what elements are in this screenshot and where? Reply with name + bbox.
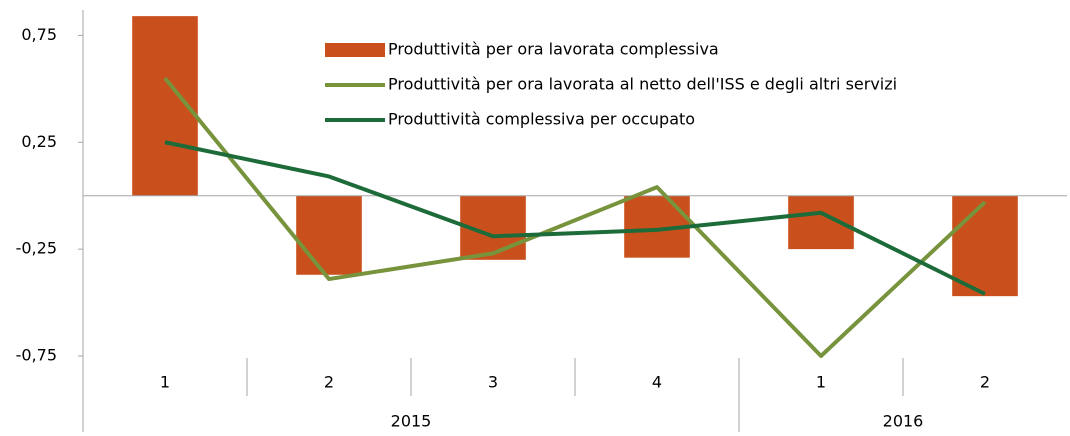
x-tick-label: 1 bbox=[160, 373, 170, 392]
y-tick-label: -0,25 bbox=[16, 239, 57, 258]
line bbox=[164, 140, 986, 296]
x-tick-label: 2 bbox=[324, 373, 334, 392]
x-tick-label: 4 bbox=[652, 373, 662, 392]
group-label: 2016 bbox=[883, 412, 924, 431]
x-tick-label: 1 bbox=[816, 373, 826, 392]
y-tick-label: 0,25 bbox=[21, 132, 57, 151]
bar bbox=[952, 195, 1018, 297]
legend-label: Produttività per ora lavorata complessiv… bbox=[388, 40, 719, 59]
x-tick-label: 3 bbox=[488, 373, 498, 392]
x-tick-label: 2 bbox=[980, 373, 990, 392]
legend-label: Produttività complessiva per occupato bbox=[388, 110, 695, 129]
y-tick-label: 0,75 bbox=[21, 25, 57, 44]
legend-label: Produttività per ora lavorata al netto d… bbox=[388, 75, 897, 94]
legend-swatch bbox=[325, 43, 385, 57]
group-label: 2015 bbox=[391, 412, 432, 431]
line bbox=[163, 76, 987, 358]
bar bbox=[296, 195, 362, 275]
y-tick-label: -0,75 bbox=[16, 346, 57, 365]
